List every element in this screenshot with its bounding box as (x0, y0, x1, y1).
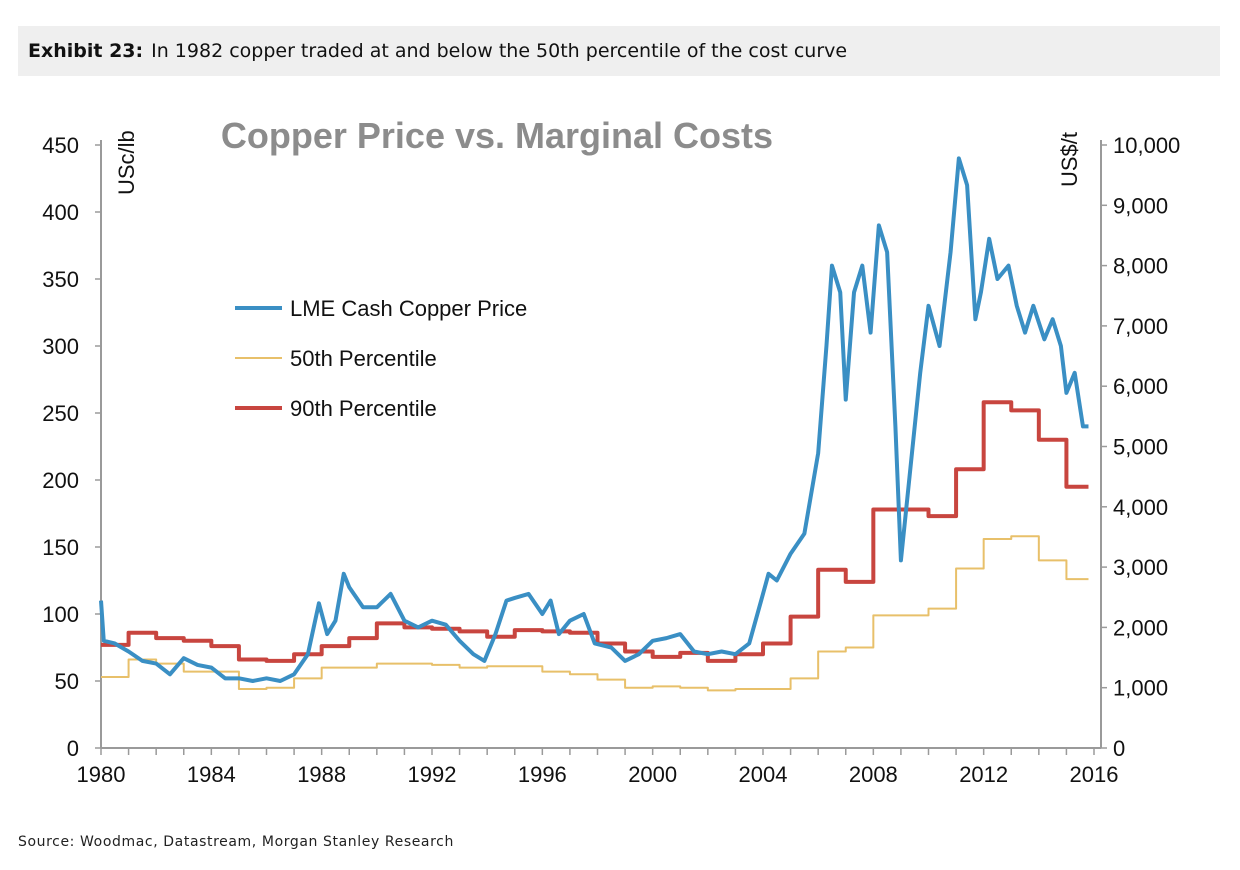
x-tick-label: 2016 (1070, 762, 1119, 787)
series-line-90th-percentile (101, 400, 1089, 663)
y2-tick-label: 7,000 (1113, 314, 1168, 339)
exhibit-label: Exhibit 23: (28, 40, 144, 62)
y2-axis-label: US$/t (1057, 132, 1082, 187)
legend-label: LME Cash Copper Price (290, 296, 527, 321)
y2-tick-label: 1,000 (1113, 676, 1168, 701)
x-tick-label: 2012 (959, 762, 1008, 787)
y2-tick-label: 0 (1113, 736, 1125, 761)
source-note: Source: Woodmac, Datastream, Morgan Stan… (18, 834, 454, 850)
x-tick-label: 2004 (739, 762, 788, 787)
x-tick-label: 1984 (187, 762, 236, 787)
y2-tick-label: 4,000 (1113, 495, 1168, 520)
y2-tick-label: 9,000 (1113, 193, 1168, 218)
x-tick-label: 2008 (849, 762, 898, 787)
exhibit-title: In 1982 copper traded at and below the 5… (151, 40, 848, 62)
y-tick-label: 450 (42, 133, 79, 158)
y-axis-label: USc/lb (114, 130, 139, 195)
y-tick-label: 300 (42, 334, 79, 359)
x-tick-label: 1988 (297, 762, 346, 787)
x-tick-label: 1992 (408, 762, 457, 787)
y-tick-label: 100 (42, 602, 79, 627)
y-tick-label: 50 (55, 669, 79, 694)
legend-label: 90th Percentile (290, 396, 437, 421)
y2-tick-label: 2,000 (1113, 615, 1168, 640)
x-tick-label: 1996 (518, 762, 567, 787)
y-tick-label: 150 (42, 535, 79, 560)
y2-tick-label: 10,000 (1113, 133, 1180, 158)
y2-tick-label: 5,000 (1113, 435, 1168, 460)
y-tick-label: 200 (42, 468, 79, 493)
x-tick-label: 2000 (628, 762, 677, 787)
y-tick-label: 0 (67, 736, 79, 761)
series-line-50th-percentile (101, 535, 1089, 692)
y-tick-label: 350 (42, 267, 79, 292)
y2-tick-label: 6,000 (1113, 374, 1168, 399)
y-tick-label: 250 (42, 401, 79, 426)
series-line-lme-cash-copper-price (99, 156, 1089, 683)
y-tick-label: 400 (42, 200, 79, 225)
x-tick-label: 1980 (77, 762, 126, 787)
chart-title: Copper Price vs. Marginal Costs (221, 115, 773, 156)
exhibit-header: Exhibit 23: In 1982 copper traded at and… (18, 26, 1220, 76)
legend-label: 50th Percentile (290, 346, 437, 371)
y2-tick-label: 8,000 (1113, 254, 1168, 279)
y2-tick-label: 3,000 (1113, 555, 1168, 580)
